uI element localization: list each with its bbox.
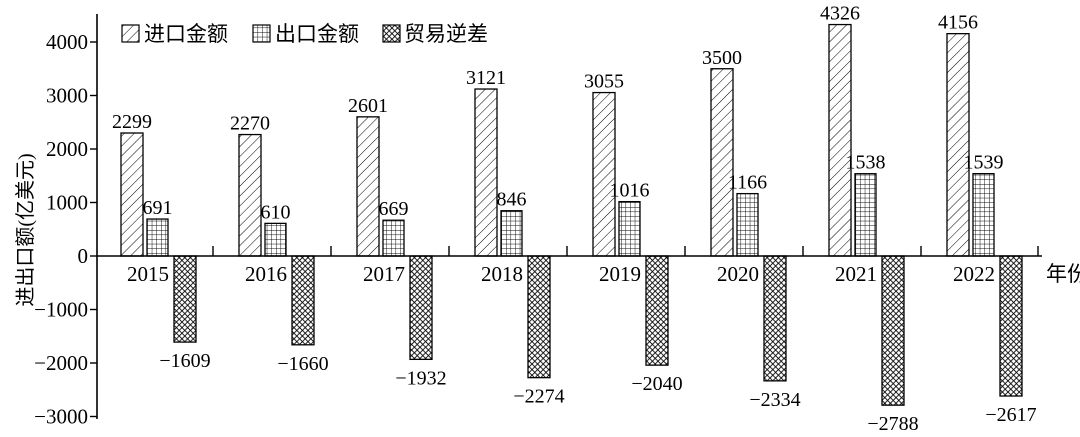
bar-import-2021: [828, 23, 852, 257]
bar-import-2022: [946, 33, 970, 257]
x-category-label: 2015: [127, 262, 169, 286]
bar-value-label: −2334: [749, 389, 800, 411]
y-tick-label: 3000: [46, 84, 88, 108]
legend-label-export: 出口金额: [275, 22, 359, 46]
bar-export-2018: [500, 210, 523, 257]
bar-value-label: 1539: [964, 152, 1004, 174]
bar-export-2016: [264, 222, 287, 257]
legend-swatch-import-diagonal-hatch-icon: [121, 24, 140, 43]
bar-export-2019: [618, 200, 641, 257]
bar-deficit-2019: [645, 255, 669, 366]
bar-value-label: 4156: [938, 12, 978, 34]
bar-value-label: 846: [497, 189, 527, 211]
legend-label-import: 进口金额: [144, 22, 228, 46]
bar-deficit-2015: [173, 255, 197, 343]
bar-import-2017: [356, 116, 380, 257]
x-category-label: 2022: [953, 262, 995, 286]
x-category-label: 2016: [245, 262, 287, 286]
legend-label-deficit: 贸易逆差: [404, 22, 488, 46]
bar-import-2015: [120, 132, 144, 257]
bar-import-2019: [592, 91, 616, 257]
bar-value-label: −2274: [513, 386, 564, 408]
y-tick-label: 2000: [46, 137, 88, 161]
bar-value-label: −2617: [985, 404, 1036, 426]
bar-deficit-2022: [999, 255, 1023, 397]
bar-deficit-2021: [881, 255, 905, 406]
x-category-label: 2020: [717, 262, 759, 286]
bar-value-label: 3500: [702, 47, 742, 69]
bar-value-label: 1016: [610, 180, 650, 202]
bar-export-2021: [854, 173, 877, 257]
x-category-label: 2017: [363, 262, 405, 286]
x-category-label: 2019: [599, 262, 641, 286]
bar-value-label: 1538: [846, 152, 886, 174]
bar-value-label: 4326: [820, 3, 860, 25]
bar-value-label: −2040: [631, 373, 682, 395]
bar-value-label: 2601: [348, 95, 388, 117]
y-axis-title: 进出口额(亿美元): [14, 153, 37, 306]
plot-layer: 4000 3000 2000 1000 0 −1000 −2000 −3000 2299 691 −…: [34, 3, 1042, 435]
bar-deficit-2020: [763, 255, 787, 382]
bar-value-label: 2299: [112, 111, 152, 133]
y-tick-label: 1000: [46, 191, 88, 215]
bar-deficit-2018: [527, 255, 551, 379]
bar-value-label: −1660: [277, 353, 328, 375]
bar-value-label: −1609: [159, 350, 210, 372]
bar-export-2015: [146, 218, 169, 257]
legend-swatch-export-grid-icon: [252, 24, 271, 43]
bar-value-label: 691: [143, 197, 173, 219]
bar-value-label: −2788: [867, 413, 918, 435]
x-axis-title: 年份: [1046, 262, 1080, 286]
bar-value-label: −1932: [395, 367, 446, 389]
y-tick-label: −2000: [34, 351, 88, 375]
bar-import-2018: [474, 88, 498, 257]
bar-export-2020: [736, 192, 759, 257]
bar-value-label: 2270: [230, 113, 270, 135]
bar-value-label: 3055: [584, 71, 624, 93]
y-tick-label: −1000: [34, 298, 88, 322]
bar-export-2017: [382, 219, 405, 257]
bar-value-label: 3121: [466, 67, 506, 89]
y-tick-label: 4000: [46, 30, 88, 54]
legend-swatch-deficit-crosshatch-icon: [382, 24, 401, 43]
bar-value-label: 610: [261, 201, 291, 223]
x-category-label: 2021: [835, 262, 877, 286]
bar-import-2016: [238, 133, 262, 257]
y-tick-label: 0: [78, 244, 89, 268]
bar-deficit-2016: [291, 255, 315, 346]
bar-export-2022: [972, 173, 995, 257]
legend: 进口金额 出口金额 贸易逆差: [121, 22, 488, 46]
bar-import-2020: [710, 68, 734, 257]
x-category-label: 2018: [481, 262, 523, 286]
bar-value-label: 1166: [728, 172, 767, 194]
y-tick-label: −3000: [34, 405, 88, 429]
bar-deficit-2017: [409, 255, 433, 361]
bar-value-label: 669: [379, 198, 409, 220]
